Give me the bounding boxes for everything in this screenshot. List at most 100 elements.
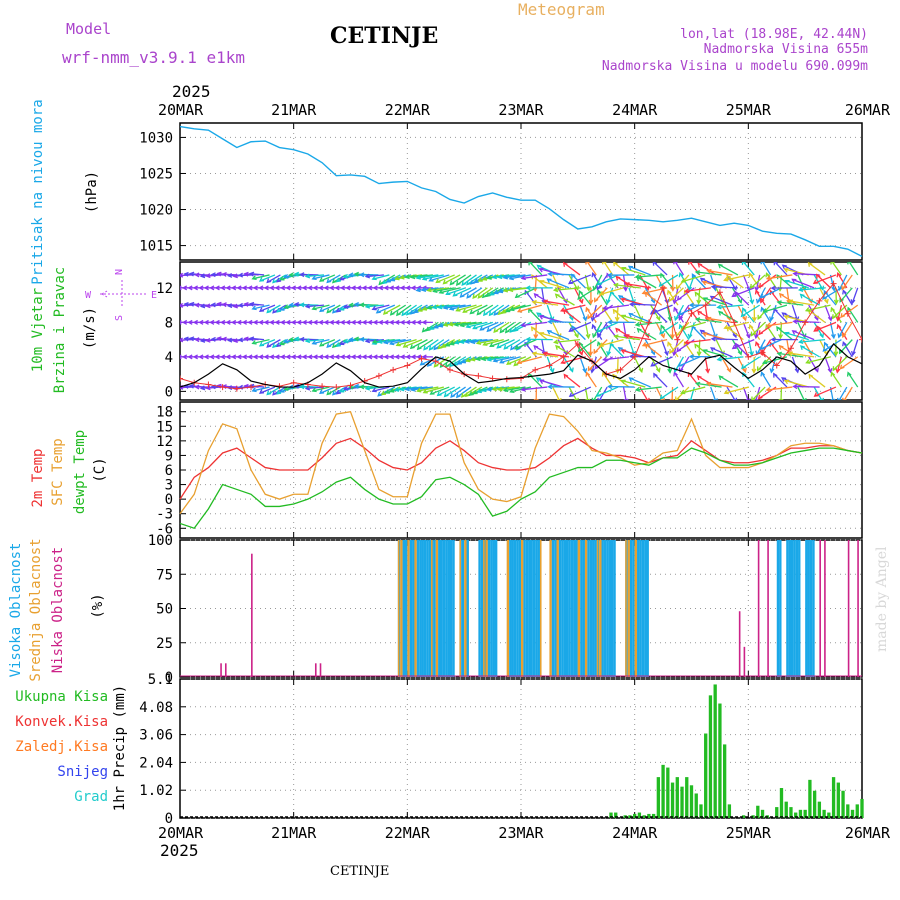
wind-arrow-head	[670, 286, 676, 292]
wind-arrow	[599, 338, 624, 347]
wind-arrow	[813, 274, 824, 290]
wind-arrow-head	[410, 285, 416, 291]
low-cloud-bar	[819, 540, 821, 677]
wind-arrow-head	[615, 275, 621, 281]
high-cloud-bar	[438, 540, 441, 677]
wind-arrow	[521, 274, 548, 280]
wind-arrow-head	[673, 315, 679, 322]
wind-arrow	[487, 321, 505, 332]
precip-bar	[775, 807, 779, 818]
wind-arrow-head	[198, 285, 204, 291]
wind-arrow-head	[753, 333, 759, 340]
wind-arrow-head	[209, 285, 215, 291]
wind-arrow-head	[205, 273, 211, 279]
gust-marker	[745, 353, 752, 360]
wind-arrow-head	[293, 301, 300, 307]
high-cloud-bar	[779, 540, 782, 677]
wind-arrow	[681, 274, 706, 283]
wind-arrow-head	[808, 350, 814, 356]
gust-marker	[319, 383, 326, 390]
wind-arrow-head	[741, 364, 747, 370]
wind-arrow-head	[757, 394, 763, 400]
wind-arrow-head	[410, 319, 416, 325]
wind-arrow	[506, 356, 526, 365]
wind-arrow	[477, 338, 499, 345]
wind-arrow-head	[770, 337, 776, 343]
wind-arrow	[596, 321, 619, 333]
wind-arrow	[579, 304, 587, 321]
wind-arrow-head	[683, 339, 690, 345]
high-cloud-bar	[575, 540, 578, 677]
wind-arrow-head	[571, 273, 576, 279]
wind-arrow-head	[634, 321, 640, 327]
y-tick-label: 75	[156, 567, 173, 583]
wind-arrow-head	[613, 262, 618, 267]
x-tick-label-top: 21MAR	[271, 101, 317, 119]
gust-marker	[418, 355, 425, 362]
precip-bar	[850, 809, 855, 818]
low-cloud-bar	[824, 540, 826, 677]
wind-arrow-head	[415, 274, 422, 280]
precip-bar	[628, 815, 632, 818]
wind-arrow-head	[455, 280, 461, 287]
wind-arrow-head	[263, 319, 269, 325]
high-cloud-bar	[793, 540, 796, 677]
precip-bar	[694, 793, 698, 818]
wind-arrow-head	[334, 354, 340, 360]
pressure-panel: 1015 1020 1025 1030	[139, 122, 863, 261]
wind-arrow	[422, 321, 439, 333]
wind-arrow-head	[465, 357, 471, 363]
precip-bar	[822, 809, 826, 818]
wind-arrow-head	[726, 274, 732, 280]
y-tick-label: 50	[156, 602, 173, 618]
gust-marker	[574, 340, 581, 347]
wind-arrow-head	[429, 390, 435, 395]
wind-arrow-head	[480, 356, 487, 362]
wind-arrow	[819, 339, 828, 355]
wind-arrow	[573, 287, 583, 304]
wind-arrow-head	[530, 326, 536, 332]
wind-arrow	[750, 321, 766, 337]
wind-arrow-head	[348, 272, 354, 278]
high-cloud-bar	[419, 540, 422, 677]
wind-arrow-head	[359, 384, 365, 390]
wind-arrow-head	[612, 373, 618, 379]
wind-arrow-head	[578, 350, 584, 356]
wind-arrow-head	[437, 344, 443, 350]
mid-cloud-bar	[634, 540, 638, 677]
high-cloud-bar	[776, 540, 780, 677]
gust-marker	[660, 284, 667, 291]
wind-arrow-head	[232, 338, 238, 343]
wind-arrow-head	[405, 354, 411, 360]
wind-arrow-head	[312, 354, 318, 360]
wind-arrow-head	[837, 285, 843, 292]
high-cloud-bar	[589, 540, 593, 677]
wind-arrow-head	[677, 362, 683, 367]
wind-arrow	[808, 356, 819, 372]
wind-arrow-head	[624, 334, 630, 339]
wind-arrow-head	[754, 289, 760, 295]
wind-arrow	[539, 332, 564, 341]
wind-arrow-head	[367, 285, 373, 291]
wind-arrow-head	[627, 265, 634, 271]
wind-arrow-head	[533, 344, 539, 350]
wind-arrow-head	[443, 392, 449, 398]
wind-arrow-head	[236, 319, 242, 325]
wind-arrow-head	[225, 319, 231, 325]
wind-arrow-head	[345, 319, 351, 325]
wind-arrow-head	[769, 316, 774, 322]
precip-legend-item: Grad	[74, 789, 108, 805]
wind-arrow	[691, 273, 706, 289]
y-tick-label: 3.06	[139, 728, 173, 744]
wind-arrow-head	[348, 302, 354, 308]
wind-arrow-head	[701, 280, 708, 286]
wind-arrow-head	[243, 301, 249, 307]
mid-cloud-bar	[521, 540, 523, 677]
wind-arrow-head	[307, 285, 313, 291]
wind-arrow-head	[372, 285, 378, 291]
mid-cloud-bar	[407, 540, 410, 677]
wind-arrow-head	[676, 284, 681, 290]
high-cloud-bar	[528, 540, 531, 677]
wind-arrow-head	[531, 300, 537, 305]
y-tick-label: 3	[165, 478, 173, 494]
